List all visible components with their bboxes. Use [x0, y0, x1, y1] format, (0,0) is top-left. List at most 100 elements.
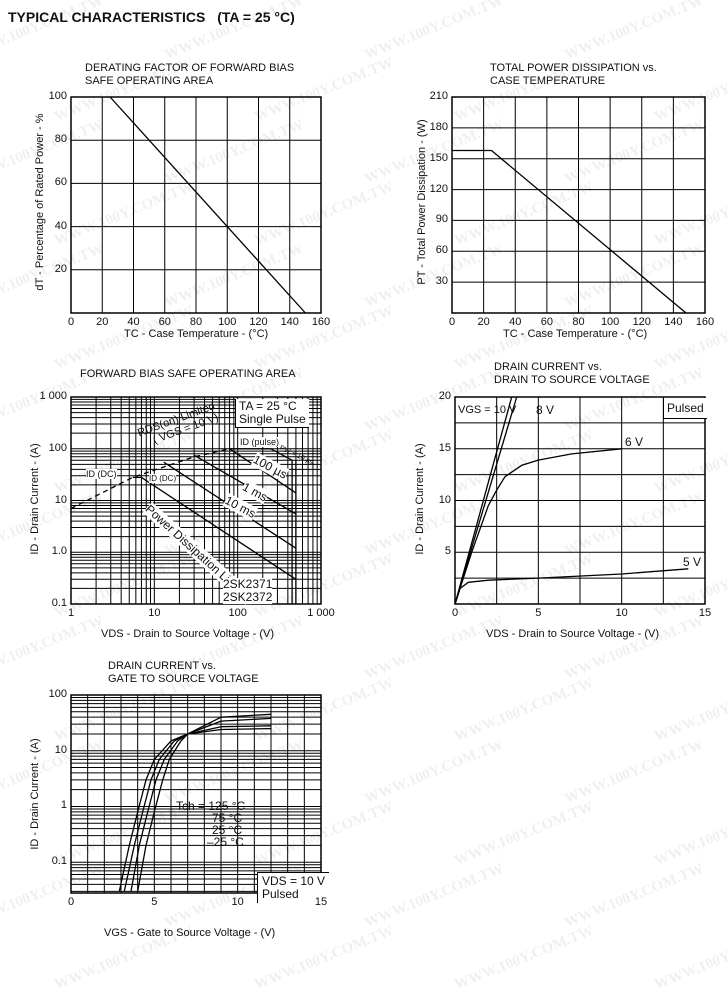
- chart1-title: DERATING FACTOR OF FORWARD BIAS SAFE OPE…: [85, 62, 294, 88]
- chart5-minus25c-label: –25 °C: [207, 835, 244, 849]
- c2-ytick-label: 120: [429, 182, 448, 195]
- c5-ytick-label: 10: [54, 743, 67, 756]
- page-title: TYPICAL CHARACTERISTICS (TA = 25 °C): [8, 9, 295, 25]
- c4-xtick-label: 15: [698, 607, 712, 619]
- c2-ytick-label: 210: [429, 90, 448, 102]
- c3-ytick-label: 1 000: [39, 390, 67, 402]
- watermark-text: WWW.100Y.COM.TW: [362, 736, 506, 808]
- watermark-text: WWW.100Y.COM.TW: [652, 674, 728, 746]
- chart4-id-vs-vds: [454, 396, 706, 605]
- c1-ytick-label: 60: [54, 176, 67, 189]
- chart3-id-dc-left-label: ID (DC): [86, 469, 117, 479]
- chart4-title-line2: DRAIN TO SOURCE VOLTAGE: [494, 374, 650, 386]
- c1-xtick-label: 40: [127, 316, 140, 328]
- c1-ytick-label: 100: [48, 90, 67, 102]
- c4-ytick-label: 10: [438, 493, 451, 506]
- c2-xtick-label: 20: [477, 316, 490, 328]
- chart1-title-line1: DERATING FACTOR OF FORWARD BIAS: [85, 62, 295, 74]
- chart3-title-line1: FORWARD BIAS SAFE OPERATING AREA: [80, 368, 296, 380]
- watermark-text: WWW.100Y.COM.TW: [652, 798, 728, 870]
- c1-xtick-label: 140: [280, 316, 299, 328]
- chart4-8v-label: 8 V: [536, 403, 555, 417]
- watermark-text: WWW.100Y.COM.TW: [562, 860, 706, 932]
- chart4-5v-label: 5 V: [683, 555, 702, 569]
- series-line-2: [454, 448, 622, 605]
- watermark-text: WWW.100Y.COM.TW: [362, 860, 506, 932]
- c3-xtick-label: 1: [67, 607, 75, 619]
- chart2-total-power: [451, 96, 706, 314]
- plot-frame: [70, 96, 322, 314]
- c4-xtick-label: 0: [451, 607, 459, 619]
- watermark-text: WWW.100Y.COM.TW: [562, 612, 706, 684]
- c4-xtick-label: 5: [535, 607, 542, 619]
- chart3-id-dc-inner-label: ID (DC): [149, 474, 177, 483]
- c5-ytick-label: 100: [48, 688, 67, 700]
- watermark-text: WWW.100Y.COM.TW: [562, 736, 706, 808]
- watermark-text: WWW.100Y.COM.TW: [562, 0, 706, 64]
- plot-frame: [70, 396, 322, 605]
- c3-ytick-label: 100: [48, 441, 67, 454]
- series-line-0: [118, 727, 272, 892]
- c1-xtick-label: 80: [189, 316, 203, 328]
- c2-xtick-label: 140: [664, 316, 683, 328]
- watermark-text: WWW.100Y.COM.TW: [452, 674, 596, 746]
- chart5-75c-label: 75 °C: [212, 811, 243, 825]
- chart4-6v-label: 6 V: [625, 435, 644, 449]
- c5-ytick-label: 0.1: [51, 855, 67, 868]
- c2-xtick-label: 40: [509, 316, 522, 328]
- series-line-0: [70, 448, 230, 510]
- c1-xtick-label: 20: [96, 316, 109, 328]
- chart3-id-pulse-label: ID (pulse): [240, 437, 280, 447]
- chart3-xlabel: VDS - Drain to Source Voltage - (V): [101, 628, 275, 640]
- chart2-title-line1: TOTAL POWER DISSIPATION vs.: [490, 62, 657, 74]
- chart3-condition-pulse: Single Pulse: [239, 412, 306, 426]
- chart1-derating: [70, 96, 322, 314]
- c3-ytick-label: 10: [54, 493, 67, 506]
- chart3-part-2sk2371: 2SK2371: [223, 577, 273, 591]
- watermark-text: WWW.100Y.COM.TW: [452, 922, 596, 994]
- c1-ytick-label: 20: [54, 262, 67, 275]
- series-line-3: [137, 713, 272, 892]
- c3-xtick-label: 1 000: [307, 607, 335, 619]
- c2-ytick-label: 180: [429, 120, 448, 133]
- watermark-text: WWW.100Y.COM.TW: [452, 798, 596, 870]
- series-line-0: [109, 96, 306, 314]
- chart5-title-line1: DRAIN CURRENT vs.: [108, 660, 216, 672]
- chart3-part-2sk2372: 2SK2372: [223, 590, 273, 604]
- c1-ytick-label: 80: [54, 133, 67, 146]
- chart2-title: TOTAL POWER DISSIPATION vs. CASE TEMPERA…: [490, 62, 657, 88]
- c2-xtick-label: 100: [600, 316, 620, 328]
- c2-xtick-label: 60: [540, 316, 553, 328]
- series-line-1: [454, 396, 518, 605]
- c2-ytick-label: 60: [435, 244, 448, 257]
- c5-xtick-label: 0: [67, 896, 75, 908]
- series-line-6: [229, 448, 293, 461]
- chart4-title: DRAIN CURRENT vs. DRAIN TO SOURCE VOLTAG…: [494, 361, 650, 387]
- chart5-xlabel: VGS - Gate to Source Voltage - (V): [104, 927, 276, 939]
- chart4-pulsed-label: Pulsed: [663, 398, 707, 419]
- series-line-1: [123, 725, 272, 892]
- c1-xtick-label: 100: [218, 316, 237, 328]
- page-condition: (TA = 25 °C): [217, 9, 295, 25]
- watermark-text: WWW.100Y.COM.TW: [0, 612, 106, 684]
- series-line-0: [452, 149, 687, 314]
- series-line-2: [130, 717, 272, 892]
- watermark-text: WWW.100Y.COM.TW: [362, 0, 506, 64]
- c5-xtick-label: 15: [314, 896, 328, 908]
- series-line-2: [141, 476, 297, 580]
- plot-frame: [70, 694, 322, 894]
- c2-xtick-label: 160: [695, 316, 715, 328]
- plot-frame: [454, 396, 706, 605]
- chart5-title: DRAIN CURRENT vs. GATE TO SOURCE VOLTAGE: [108, 660, 259, 686]
- chart5-id-vs-vgs: [70, 694, 322, 894]
- watermark-text: WWW.100Y.COM.TW: [652, 922, 728, 994]
- c1-xtick-label: 60: [158, 316, 171, 328]
- chart5-condition-pulsed: Pulsed: [262, 887, 299, 901]
- c4-ytick-label: 5: [444, 545, 451, 558]
- c1-ytick-label: 40: [54, 219, 67, 232]
- c3-ytick-label: 0.1: [51, 597, 67, 609]
- chart5-title-line2: GATE TO SOURCE VOLTAGE: [108, 673, 259, 685]
- c5-ytick-label: 1: [60, 799, 67, 812]
- page-title-text: TYPICAL CHARACTERISTICS: [8, 9, 206, 25]
- c2-xtick-label: 0: [448, 316, 456, 328]
